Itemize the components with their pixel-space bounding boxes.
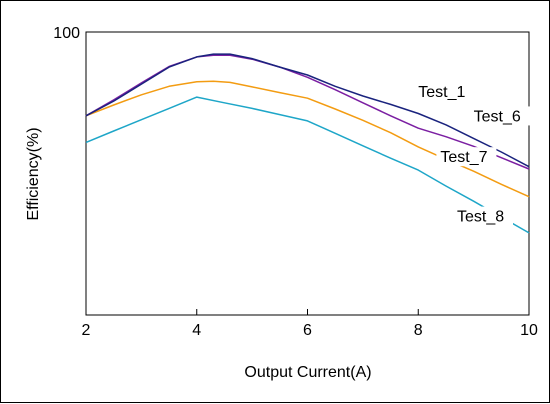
x-tick-label: 2 (82, 322, 91, 339)
x-tick-label: 4 (192, 322, 201, 339)
x-tick-label: 10 (520, 322, 538, 339)
series-label-test-7: Test_7 (440, 149, 487, 166)
y-tick-label: 100 (53, 25, 80, 42)
series-label-background (453, 206, 514, 226)
x-tick-label: 8 (414, 322, 423, 339)
series-line-test-1 (85, 53, 530, 168)
x-axis-label: Output Current(A) (244, 364, 371, 381)
series-label-background (414, 82, 475, 102)
series-label-test-1: Test_1 (418, 84, 465, 101)
series-label-background (469, 106, 530, 126)
series-label-test-8: Test_8 (457, 209, 504, 226)
x-tick-label: 6 (303, 322, 312, 339)
series-label-background (436, 147, 497, 167)
series-label-test-6: Test_6 (474, 108, 521, 125)
series-line-test-8 (85, 96, 530, 234)
y-axis-label: Efficiency(%) (25, 127, 42, 220)
plot-area (85, 31, 530, 316)
